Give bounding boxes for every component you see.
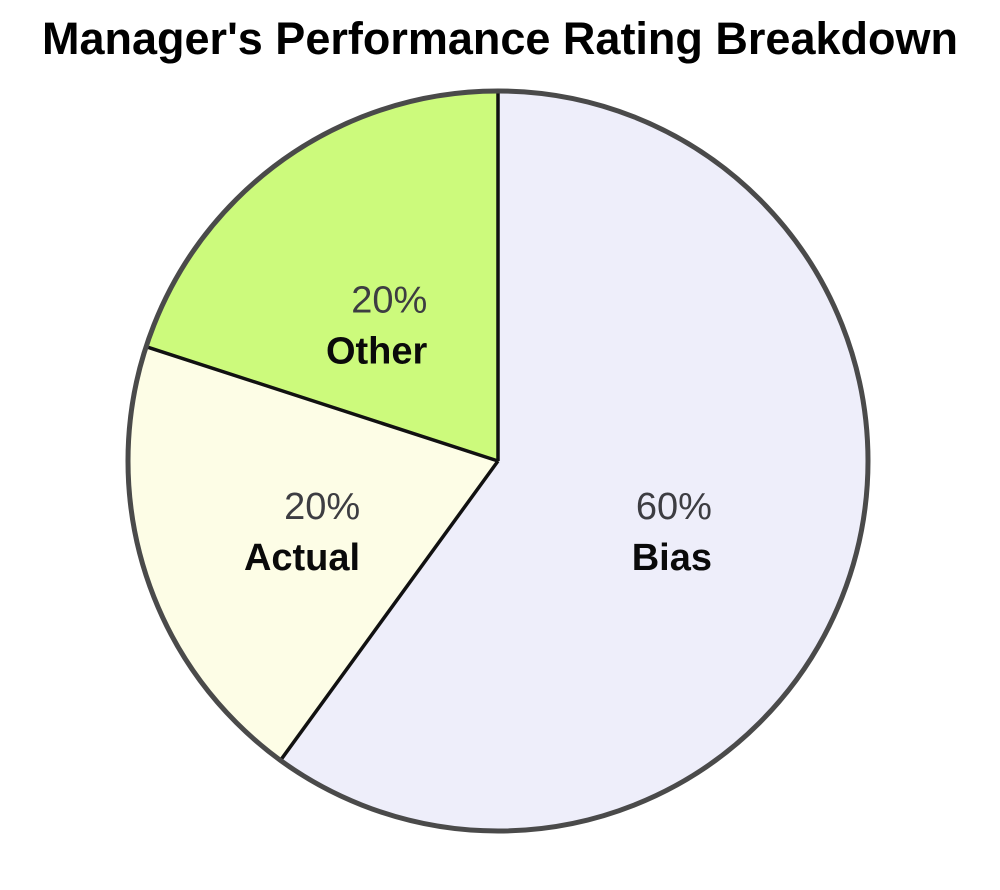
slice-name-label-other: Other — [326, 330, 428, 372]
slice-divider — [279, 459, 500, 762]
slice-divider — [145, 344, 499, 463]
chart-title: Manager's Performance Rating Breakdown — [42, 13, 958, 64]
slice-pct-label-other: 20% — [351, 279, 427, 321]
slice-name-label-actual: Actual — [244, 537, 360, 579]
slice-pct-label-bias: 60% — [636, 486, 712, 528]
slice-pct-label-actual: 20% — [284, 486, 360, 528]
pie-outline — [125, 88, 871, 834]
slice-name-label-bias: Bias — [632, 537, 712, 579]
